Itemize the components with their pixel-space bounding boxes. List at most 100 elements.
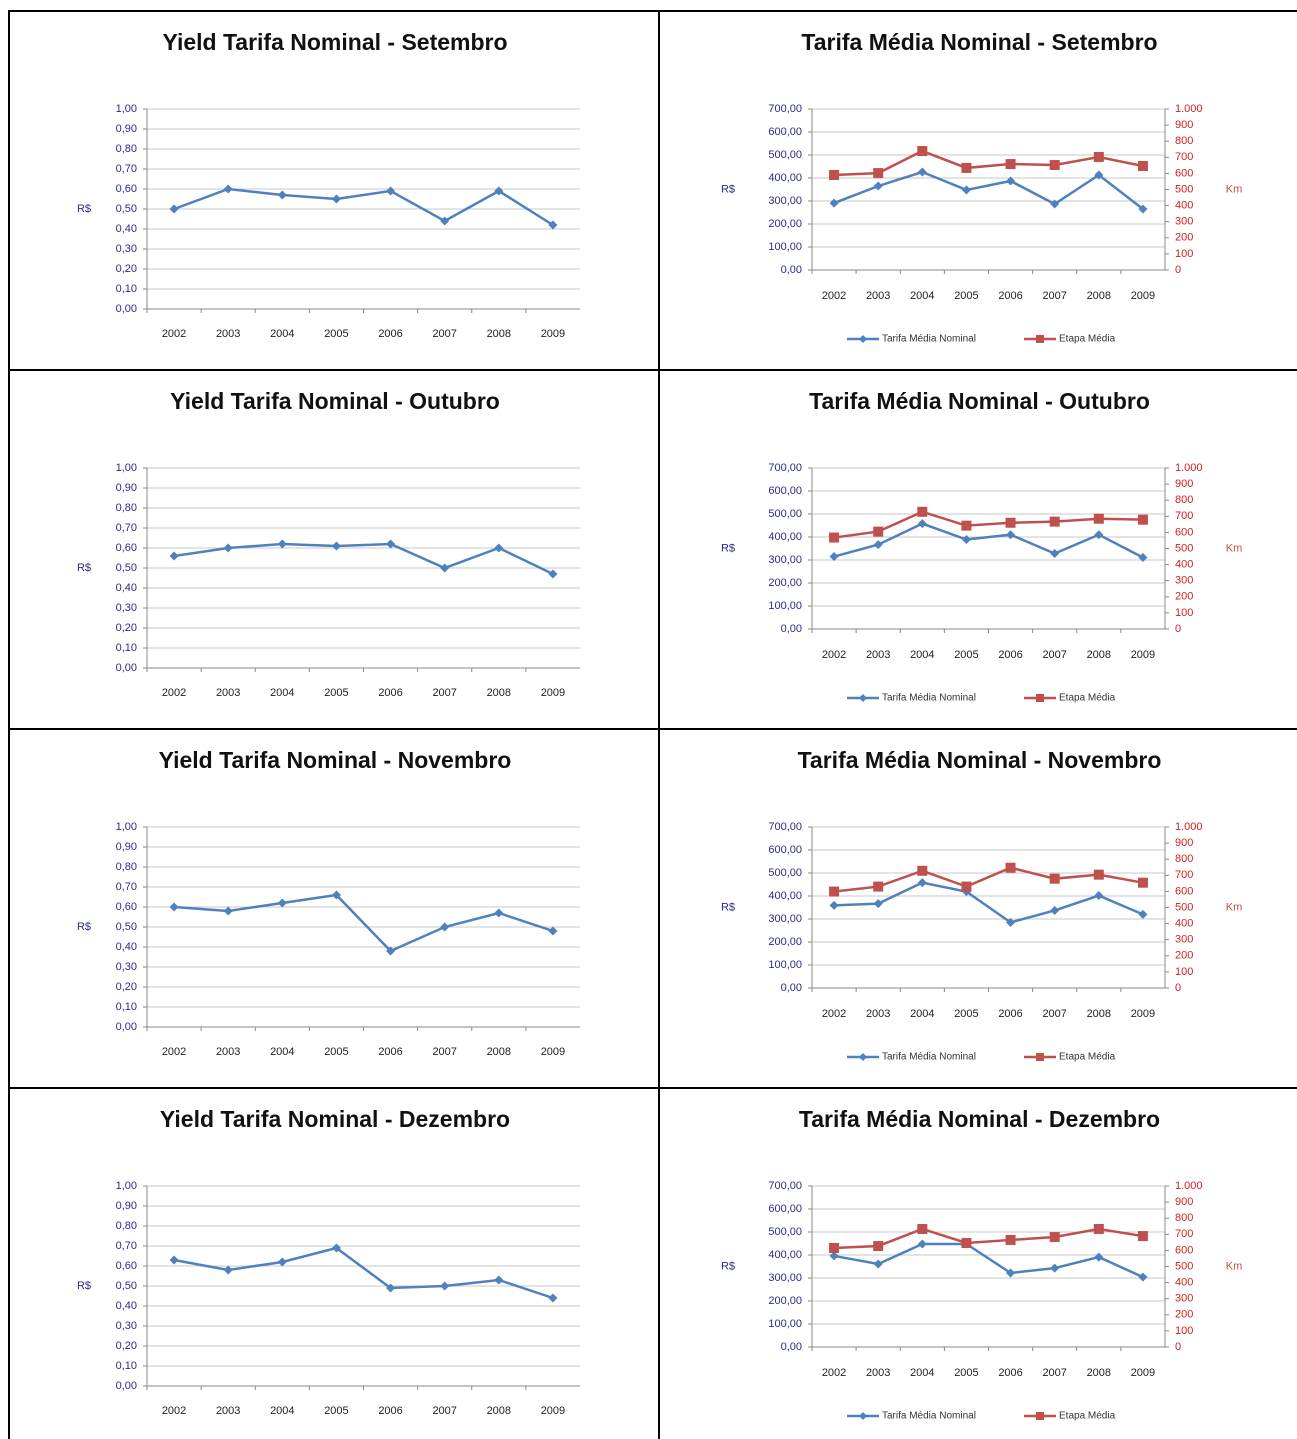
y2-tick-label: 100 xyxy=(1175,248,1193,260)
legend-label: Tarifa Média Nominal xyxy=(882,334,976,345)
x-tick-label: 2006 xyxy=(378,1405,402,1417)
y-tick-label: 600,00 xyxy=(768,844,802,856)
x-tick-label: 2009 xyxy=(1131,290,1155,302)
y2-tick-label: 800 xyxy=(1175,494,1193,506)
marker xyxy=(494,186,504,196)
y-tick-label: 0,00 xyxy=(781,623,802,635)
y-tick-label: 0,40 xyxy=(116,941,137,953)
y-tick-label: 0,30 xyxy=(116,1320,137,1332)
marker xyxy=(1049,516,1060,527)
series-line xyxy=(834,149,1144,177)
x-tick-label: 2005 xyxy=(324,1046,348,1058)
x-tick-label: 2003 xyxy=(216,687,240,699)
y-tick-label: 400,00 xyxy=(768,890,802,902)
y2-tick-label: 400 xyxy=(1175,918,1193,930)
marker xyxy=(829,1251,839,1261)
x-tick-label: 2006 xyxy=(998,290,1022,302)
y-tick-label: 0,30 xyxy=(116,243,137,255)
y2-axis-label: Km xyxy=(1226,542,1243,554)
marker xyxy=(277,190,287,200)
y2-tick-label: 600 xyxy=(1175,167,1193,179)
y-tick-label: 500,00 xyxy=(768,149,802,161)
x-tick-label: 2007 xyxy=(1042,290,1066,302)
marker xyxy=(440,922,450,932)
y2-tick-label: 900 xyxy=(1175,1196,1193,1208)
y-tick-label: 0,20 xyxy=(116,622,137,634)
x-tick-label: 2007 xyxy=(432,328,456,340)
x-tick-label: 2003 xyxy=(866,649,890,661)
marker xyxy=(1049,873,1060,884)
x-tick-label: 2004 xyxy=(910,290,934,302)
x-tick-label: 2003 xyxy=(866,290,890,302)
y2-tick-label: 1.000 xyxy=(1175,821,1203,833)
x-tick-label: 2005 xyxy=(954,290,978,302)
legend-marker xyxy=(1036,1053,1044,1061)
y2-tick-label: 700 xyxy=(1175,869,1193,881)
chart: Yield Tarifa Nominal - Dezembro 0,00 0,10 0… xyxy=(77,1106,580,1417)
x-tick-label: 2009 xyxy=(541,328,565,340)
marker xyxy=(494,908,504,918)
marker xyxy=(961,1237,972,1248)
marker xyxy=(548,1293,558,1303)
chart-cell: Yield Tarifa Nominal - Outubro 0,00 0,10 0,… xyxy=(8,369,658,728)
marker xyxy=(829,198,839,208)
marker xyxy=(223,184,233,194)
y-tick-label: 100,00 xyxy=(768,959,802,971)
y-axis-label: R$ xyxy=(77,203,91,215)
y2-tick-label: 600 xyxy=(1175,526,1193,538)
y-tick-label: 0,00 xyxy=(116,1380,137,1392)
marker xyxy=(1049,160,1060,171)
legend-label: Etapa Média xyxy=(1059,1052,1116,1063)
marker xyxy=(1094,170,1104,180)
y-tick-label: 200,00 xyxy=(768,218,802,230)
y-tick-label: 0,90 xyxy=(116,123,137,135)
y-tick-label: 0,80 xyxy=(116,143,137,155)
x-tick-label: 2004 xyxy=(270,687,294,699)
x-tick-label: 2006 xyxy=(378,1046,402,1058)
marker xyxy=(169,204,179,214)
y-tick-label: 300,00 xyxy=(768,195,802,207)
marker xyxy=(440,216,450,226)
y2-tick-label: 700 xyxy=(1175,510,1193,522)
legend-marker xyxy=(859,1053,867,1061)
y2-tick-label: 800 xyxy=(1175,853,1193,865)
y2-tick-label: 300 xyxy=(1175,575,1193,587)
y-tick-label: 1,00 xyxy=(116,821,137,833)
legend-label: Tarifa Média Nominal xyxy=(882,1052,976,1063)
marker xyxy=(873,1259,883,1269)
y-tick-label: 0,00 xyxy=(781,264,802,276)
marker xyxy=(494,543,504,553)
x-tick-label: 2008 xyxy=(487,328,511,340)
y2-tick-label: 800 xyxy=(1175,135,1193,147)
x-tick-label: 2005 xyxy=(954,1008,978,1020)
marker xyxy=(277,1257,287,1267)
marker xyxy=(1137,877,1148,888)
y-tick-label: 0,40 xyxy=(116,223,137,235)
y-tick-label: 600,00 xyxy=(768,126,802,138)
y-axis-label: R$ xyxy=(721,1260,735,1272)
x-tick-label: 2006 xyxy=(998,649,1022,661)
marker xyxy=(873,1241,884,1252)
y-tick-label: 0,60 xyxy=(116,1260,137,1272)
series-line xyxy=(833,170,1144,211)
marker xyxy=(1138,909,1148,919)
y2-tick-label: 700 xyxy=(1175,1228,1193,1240)
x-tick-label: 2008 xyxy=(487,687,511,699)
marker xyxy=(386,539,396,549)
y2-tick-label: 900 xyxy=(1175,478,1193,490)
marker xyxy=(1094,1252,1104,1262)
x-tick-label: 2008 xyxy=(1087,290,1111,302)
chart-title: Yield Tarifa Nominal - Dezembro xyxy=(160,1106,510,1132)
marker xyxy=(1049,1232,1060,1243)
y2-tick-label: 700 xyxy=(1175,151,1193,163)
chart-title: Yield Tarifa Nominal - Outubro xyxy=(170,388,500,414)
series-line xyxy=(833,522,1144,559)
y-tick-label: 700,00 xyxy=(768,821,802,833)
marker xyxy=(440,1281,450,1291)
legend-marker xyxy=(1036,1412,1044,1420)
y2-tick-label: 400 xyxy=(1175,559,1193,571)
marker xyxy=(1006,176,1016,186)
y2-tick-label: 0 xyxy=(1175,1341,1181,1353)
x-tick-label: 2007 xyxy=(432,1405,456,1417)
x-tick-label: 2007 xyxy=(1042,649,1066,661)
